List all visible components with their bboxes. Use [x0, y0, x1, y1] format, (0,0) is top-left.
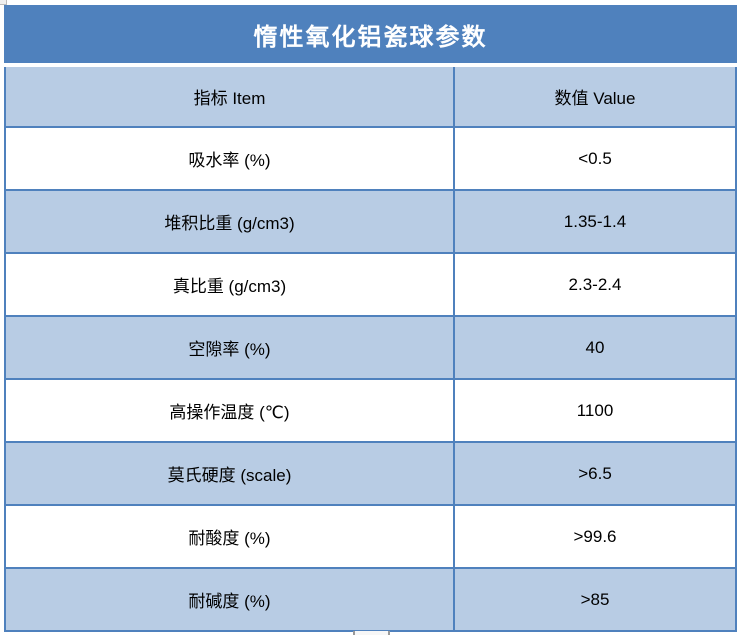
table-handle-fragment	[0, 0, 7, 5]
value-cell: <0.5	[578, 148, 612, 168]
item-cell: 空隙率 (%)	[6, 317, 455, 378]
item-cell: 堆积比重 (g/cm3)	[6, 191, 455, 252]
item-cell: 真比重 (g/cm3)	[6, 254, 455, 315]
table-row: 真比重 (g/cm3) 2.3-2.4	[6, 254, 735, 317]
item-cell: 吸水率 (%)	[6, 128, 455, 189]
table-row: 耐碱度 (%) >85	[6, 569, 735, 632]
table-row: 堆积比重 (g/cm3) 1.35-1.4	[6, 191, 735, 254]
table-row: 莫氏硬度 (scale) >6.5	[6, 443, 735, 506]
item-cell: 莫氏硬度 (scale)	[6, 443, 455, 504]
item-cell: 耐碱度 (%)	[6, 569, 455, 630]
page-bottom-fragment	[353, 631, 390, 635]
column-header-item: 指标 Item	[6, 67, 455, 126]
item-cell: 耐酸度 (%)	[6, 506, 455, 567]
table-row: 空隙率 (%) 40	[6, 317, 735, 380]
parameters-table: 指标 Item 数值 Value 吸水率 (%) <0.5 堆积比重 (g/cm…	[4, 67, 737, 632]
value-cell: >85	[580, 589, 610, 609]
table-row: 高操作温度 (℃) 1100	[6, 380, 735, 443]
item-cell: 高操作温度 (℃)	[6, 380, 455, 441]
value-cell: 2.3-2.4	[568, 274, 622, 294]
table-title: 惰性氧化铝瓷球参数	[4, 5, 737, 63]
value-cell: 40	[585, 337, 605, 357]
value-cell: 1100	[576, 400, 614, 420]
value-cell: >6.5	[578, 463, 612, 483]
column-header-value: 数值 Value	[554, 89, 636, 108]
table-header-row: 指标 Item 数值 Value	[6, 67, 735, 128]
table-row: 吸水率 (%) <0.5	[6, 128, 735, 191]
table-row: 耐酸度 (%) >99.6	[6, 506, 735, 569]
value-cell: 1.35-1.4	[563, 211, 627, 231]
value-cell: >99.6	[573, 526, 617, 546]
